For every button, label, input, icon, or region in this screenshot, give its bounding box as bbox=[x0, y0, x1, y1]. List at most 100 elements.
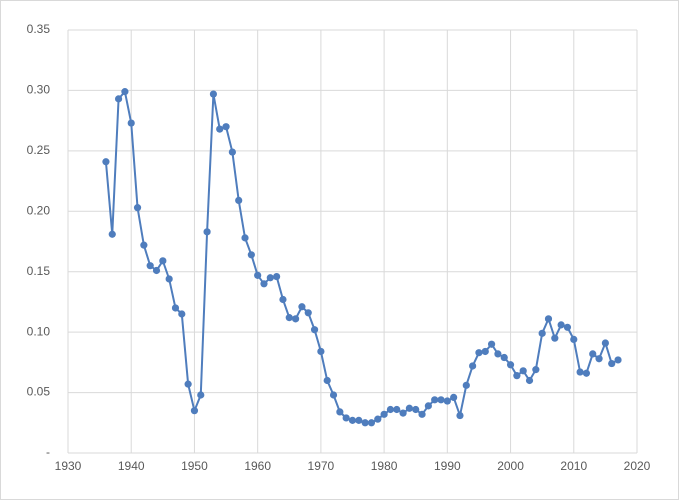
data-point bbox=[582, 369, 591, 377]
data-point bbox=[254, 271, 262, 279]
data-point bbox=[576, 368, 584, 376]
y-tick-label: 0.05 bbox=[27, 385, 51, 399]
data-point bbox=[450, 393, 458, 402]
data-point bbox=[317, 347, 325, 356]
data-point bbox=[228, 148, 236, 156]
data-point bbox=[184, 380, 192, 388]
data-point bbox=[336, 408, 344, 416]
data-point bbox=[171, 304, 180, 312]
y-tick-label: 0.35 bbox=[27, 22, 51, 36]
data-point bbox=[329, 391, 338, 399]
data-point bbox=[481, 347, 489, 356]
data-point bbox=[361, 419, 369, 427]
data-point bbox=[538, 329, 546, 337]
data-point bbox=[532, 366, 540, 374]
data-point bbox=[285, 314, 293, 322]
data-point bbox=[165, 275, 173, 283]
data-point bbox=[601, 339, 609, 347]
data-point bbox=[355, 416, 363, 424]
data-point bbox=[203, 228, 211, 236]
y-tick-label: 0.15 bbox=[27, 264, 51, 278]
data-point bbox=[266, 274, 274, 282]
data-point bbox=[519, 367, 527, 375]
data-point bbox=[500, 353, 508, 362]
x-tick-label: 1930 bbox=[55, 459, 82, 473]
data-point bbox=[386, 405, 395, 414]
data-point bbox=[506, 361, 515, 369]
data-point bbox=[279, 295, 287, 304]
data-point bbox=[348, 416, 357, 424]
x-tick-label: 1960 bbox=[244, 459, 271, 473]
data-point bbox=[393, 405, 401, 414]
data-point bbox=[298, 303, 306, 311]
x-tick-label: 1950 bbox=[181, 459, 208, 473]
data-point bbox=[570, 335, 578, 343]
data-point bbox=[235, 196, 243, 205]
data-point bbox=[152, 266, 161, 275]
data-point bbox=[589, 350, 597, 358]
data-point bbox=[216, 125, 224, 133]
data-point bbox=[608, 359, 616, 368]
data-point bbox=[304, 309, 312, 317]
data-point bbox=[614, 356, 622, 364]
data-point bbox=[241, 234, 249, 242]
data-point bbox=[380, 410, 388, 418]
y-tick-label: 0.10 bbox=[27, 324, 51, 338]
data-point bbox=[197, 391, 205, 399]
data-point bbox=[222, 123, 230, 131]
data-point bbox=[323, 376, 331, 385]
data-point bbox=[133, 204, 142, 212]
data-point bbox=[247, 251, 255, 259]
x-tick-label: 1990 bbox=[434, 459, 461, 473]
y-tick-label: - bbox=[46, 445, 50, 459]
data-point bbox=[595, 355, 603, 363]
y-tick-label: 0.30 bbox=[27, 83, 51, 97]
data-point bbox=[159, 257, 167, 265]
x-tick-label: 1940 bbox=[118, 459, 145, 473]
data-point bbox=[431, 396, 439, 404]
data-point bbox=[456, 411, 464, 420]
data-point bbox=[127, 119, 135, 127]
x-tick-label: 2000 bbox=[497, 459, 524, 473]
data-point bbox=[494, 350, 502, 358]
data-point bbox=[525, 376, 534, 385]
data-point bbox=[469, 362, 477, 370]
x-tick-label: 1970 bbox=[308, 459, 335, 473]
x-tick-label: 1980 bbox=[371, 459, 398, 473]
data-point bbox=[146, 262, 154, 270]
data-point bbox=[513, 372, 521, 380]
data-point bbox=[121, 88, 129, 96]
data-point bbox=[190, 407, 199, 415]
data-point bbox=[487, 340, 496, 348]
data-point bbox=[374, 415, 382, 423]
data-point bbox=[273, 272, 281, 281]
data-point bbox=[462, 381, 470, 389]
data-point bbox=[405, 404, 413, 412]
data-point bbox=[292, 315, 300, 323]
data-point bbox=[424, 402, 432, 410]
data-point bbox=[475, 349, 483, 357]
data-point bbox=[140, 241, 148, 249]
y-tick-label: 0.25 bbox=[27, 143, 51, 157]
y-tick-label: 0.20 bbox=[27, 203, 51, 217]
data-point bbox=[437, 396, 445, 404]
data-point bbox=[418, 410, 426, 418]
data-point bbox=[114, 95, 123, 103]
data-point bbox=[108, 230, 116, 238]
data-point bbox=[342, 414, 350, 422]
data-point bbox=[563, 323, 572, 331]
data-point bbox=[544, 315, 553, 323]
data-point bbox=[412, 405, 420, 414]
data-point bbox=[260, 280, 268, 288]
data-point bbox=[178, 310, 186, 318]
data-point bbox=[443, 397, 451, 405]
data-point bbox=[399, 409, 407, 417]
data-point bbox=[557, 321, 565, 329]
data-point bbox=[310, 326, 319, 334]
data-point bbox=[102, 158, 110, 166]
x-tick-label: 2010 bbox=[560, 459, 587, 473]
x-tick-label: 2020 bbox=[624, 459, 651, 473]
data-point bbox=[367, 419, 376, 427]
